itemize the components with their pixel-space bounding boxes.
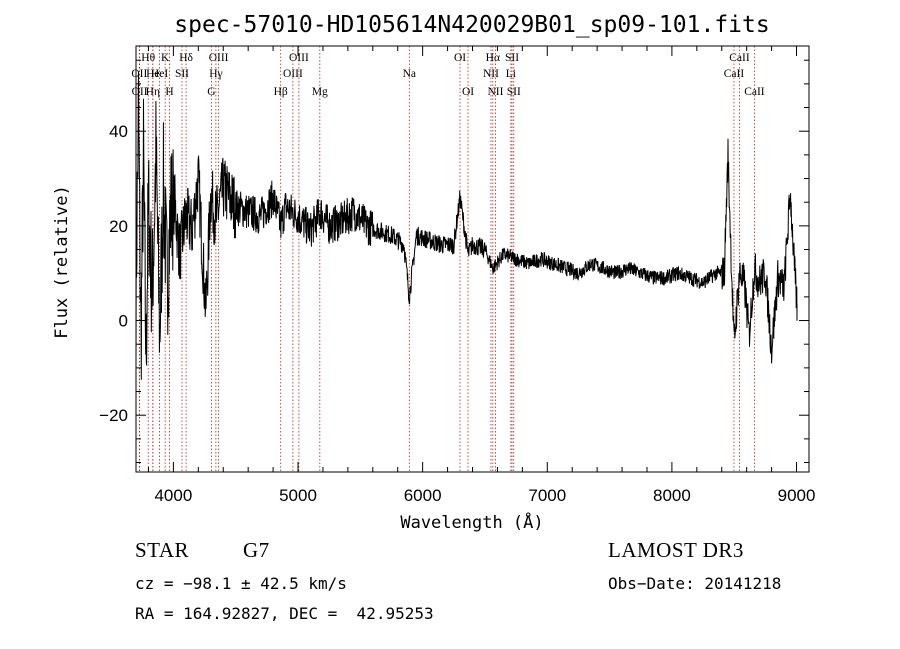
axes: 4000 5000 6000 7000 8000 9000 −20 0 20 40 bbox=[99, 45, 816, 505]
x-tick-label: 9000 bbox=[778, 486, 816, 505]
spectral-line-label: CaII bbox=[724, 68, 745, 80]
spectral-line-label: Hη bbox=[146, 86, 160, 98]
spectral-line-label: OIII bbox=[209, 52, 229, 64]
spectral-line-label: OIII bbox=[283, 68, 303, 80]
spectral-line-label: Hα bbox=[486, 52, 500, 64]
redshift-velocity: cz = −98.1 ± 42.5 km/s bbox=[135, 574, 347, 593]
spectral-line-label: SII bbox=[505, 52, 519, 64]
object-subclass: G7 bbox=[243, 538, 270, 562]
flux-line bbox=[135, 73, 798, 380]
spectral-line-label: Hγ bbox=[209, 68, 222, 80]
spectral-line-label: G bbox=[207, 86, 215, 98]
spectral-line-label: H bbox=[165, 86, 173, 98]
spectral-line-label: CaII bbox=[729, 52, 750, 64]
spectral-line-label: Li bbox=[506, 68, 516, 80]
y-tick-label: 0 bbox=[119, 312, 128, 331]
spectral-line-label: SII bbox=[175, 68, 189, 80]
x-axis-label: Wavelength (Å) bbox=[400, 511, 543, 533]
spectral-line-label: SII bbox=[507, 86, 521, 98]
chart-title: spec-57010-HD105614N420029B01_sp09-101.f… bbox=[174, 12, 769, 38]
spectral-line-label: Mg bbox=[312, 86, 328, 98]
spectral-line-label: OIII bbox=[289, 52, 309, 64]
spectral-line-label: NII bbox=[483, 68, 499, 80]
y-tick-label: 20 bbox=[109, 217, 128, 236]
survey-name: LAMOST DR3 bbox=[608, 538, 744, 562]
x-tick-label: 6000 bbox=[404, 486, 442, 505]
flux-series bbox=[135, 73, 798, 380]
spectral-line-label: Hδ bbox=[179, 52, 193, 64]
y-tick-label: −20 bbox=[99, 406, 128, 425]
sky-coordinates: RA = 164.92827, DEC = 42.95253 bbox=[135, 604, 434, 623]
x-tick-label: 7000 bbox=[528, 486, 566, 505]
spectral-line-label: CaII bbox=[744, 86, 765, 98]
object-class: STAR bbox=[135, 538, 189, 562]
spectral-line-label: OI bbox=[462, 86, 474, 98]
y-axis-label: Flux (relative) bbox=[52, 185, 72, 339]
spectral-line-label: K bbox=[161, 52, 170, 64]
spectral-line-label: OI bbox=[454, 52, 466, 64]
x-tick-label: 8000 bbox=[653, 486, 691, 505]
x-tick-label: 4000 bbox=[154, 486, 192, 505]
y-tick-label: 40 bbox=[109, 122, 128, 141]
spectral-line-label: Hθ bbox=[141, 52, 155, 64]
x-tick-label: 5000 bbox=[279, 486, 317, 505]
spectral-line-label: Na bbox=[403, 68, 416, 80]
plot-frame bbox=[135, 45, 810, 473]
observation-date: Obs−Date: 20141218 bbox=[608, 574, 782, 593]
spectral-line-label: HeI bbox=[151, 68, 168, 80]
spectral-line-label: Hβ bbox=[274, 86, 288, 98]
spectral-line-label: NII bbox=[487, 86, 503, 98]
